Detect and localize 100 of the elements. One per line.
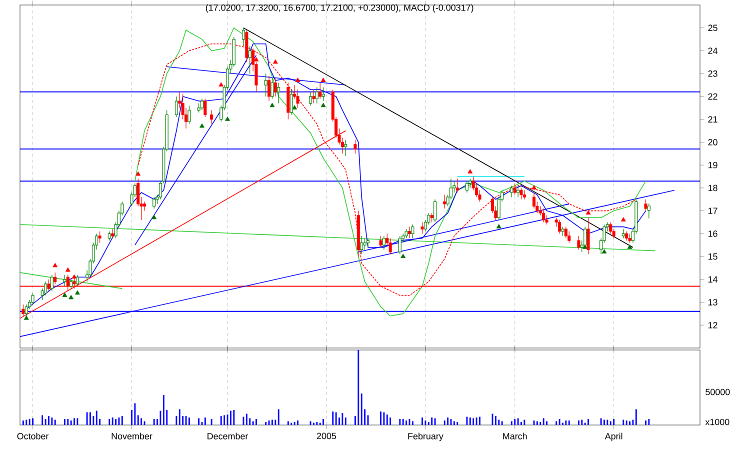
- y-tick-label: 15: [708, 253, 718, 260]
- candlestick: [210, 110, 214, 124]
- candlestick: [465, 180, 468, 193]
- candlestick: [609, 222, 612, 234]
- candlestick: [561, 226, 564, 236]
- candlestick: [248, 46, 252, 74]
- y-tick-label: 24: [708, 48, 718, 54]
- point: [468, 169, 473, 174]
- candlestick: [532, 192, 536, 209]
- candlestick: [363, 238, 366, 250]
- candlestick: [63, 274, 66, 287]
- point: [62, 292, 68, 297]
- candlestick: [31, 292, 34, 305]
- point: [496, 224, 502, 228]
- candlestick: [242, 28, 245, 46]
- candlestick: [76, 274, 79, 287]
- point: [400, 254, 406, 258]
- candlestick: [264, 73, 268, 97]
- candlestick: [516, 185, 520, 198]
- x-tick-label: 2005: [316, 432, 336, 440]
- candlestick: [309, 92, 312, 106]
- candlestick: [354, 140, 357, 154]
- candlestick: [586, 217, 590, 255]
- y-tick-label: 13: [708, 299, 718, 306]
- candlestick: [366, 238, 370, 248]
- candlestick: [318, 82, 322, 100]
- candlestick: [50, 274, 54, 292]
- y-tick-label: 18: [708, 184, 718, 192]
- candlestick: [577, 236, 580, 250]
- candlestick: [270, 78, 274, 100]
- point: [586, 210, 591, 215]
- candlestick: [70, 279, 73, 289]
- x-tick-label: October: [17, 432, 49, 440]
- candlestick: [647, 203, 650, 219]
- candlestick: [625, 231, 628, 241]
- candlestick: [47, 279, 50, 292]
- candlestick: [379, 236, 382, 248]
- candlestick: [382, 236, 386, 250]
- candlestick: [142, 201, 146, 212]
- candlestick: [434, 199, 437, 223]
- x-tick-label: December: [208, 432, 248, 440]
- y-tick-label: 17: [708, 208, 718, 214]
- point: [272, 59, 278, 64]
- candlestick: [204, 98, 207, 118]
- candlestick: [388, 238, 392, 255]
- candlestick: [296, 89, 300, 108]
- y-tick-label: 19: [708, 162, 718, 168]
- point: [602, 249, 607, 254]
- candlestick: [268, 76, 271, 102]
- candlestick: [315, 87, 318, 104]
- candlestick: [188, 105, 191, 124]
- candlestick: [54, 272, 57, 284]
- candlestick: [513, 183, 516, 196]
- point: [200, 123, 204, 128]
- candlestick: [408, 226, 411, 239]
- point: [620, 217, 626, 222]
- point: [218, 82, 224, 87]
- candlestick: [322, 87, 325, 102]
- point: [52, 262, 58, 268]
- candlestick: [200, 98, 204, 110]
- candlestick: [628, 233, 632, 244]
- point: [532, 185, 536, 190]
- point: [292, 105, 297, 110]
- point: [136, 171, 141, 176]
- point: [627, 244, 632, 249]
- candlestick: [404, 228, 408, 239]
- y-tick-label: 22: [708, 93, 718, 100]
- point: [24, 315, 29, 320]
- candlestick: [111, 228, 114, 239]
- point: [225, 116, 230, 121]
- candlestick: [468, 178, 472, 188]
- candlestick: [644, 199, 648, 212]
- candlestick: [312, 89, 316, 104]
- candlestick: [290, 89, 293, 116]
- y-tick-label: 12: [708, 322, 718, 328]
- candlestick: [564, 226, 568, 239]
- point: [75, 290, 80, 295]
- candlestick: [174, 96, 178, 118]
- y-tick-label: 14: [708, 276, 718, 282]
- candlestick: [197, 103, 200, 113]
- point: [68, 294, 74, 300]
- x-tick-label: November: [112, 432, 152, 440]
- candlestick: [274, 78, 277, 97]
- candlestick: [622, 228, 625, 239]
- candlestick: [44, 281, 48, 296]
- x-tick-label: February: [408, 432, 444, 442]
- x-tick-label: April: [604, 432, 622, 442]
- y-tick-label: 16: [708, 230, 718, 237]
- candlestick: [510, 185, 514, 198]
- x-tick-label: March: [503, 432, 527, 440]
- point: [152, 214, 157, 220]
- text: 50000: [706, 388, 730, 396]
- y-tick-label: 25: [708, 24, 718, 32]
- candlestick: [456, 178, 459, 193]
- candlestick: [558, 220, 562, 234]
- candlestick: [522, 190, 526, 200]
- candlestick: [398, 236, 402, 255]
- candlestick: [420, 222, 424, 234]
- y-tick-label: 20: [708, 139, 718, 146]
- text: x1000: [705, 418, 730, 426]
